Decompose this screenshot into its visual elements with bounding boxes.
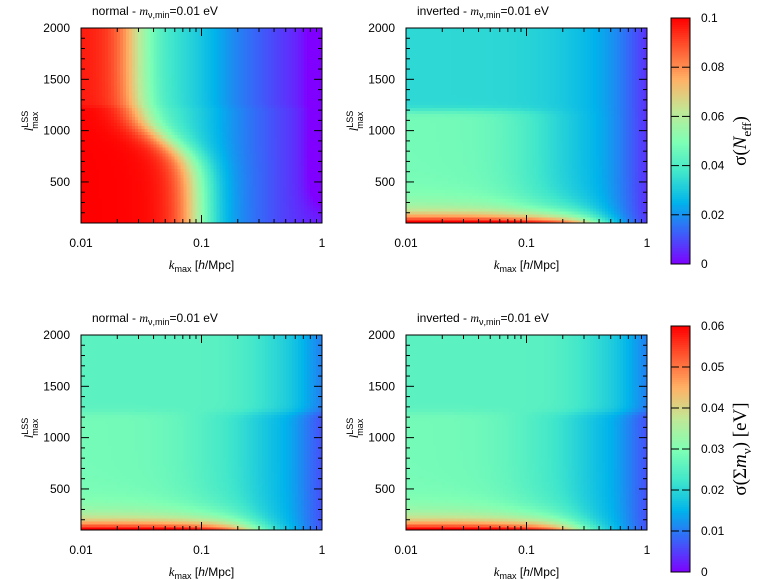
heatmap-cells (81, 28, 323, 224)
